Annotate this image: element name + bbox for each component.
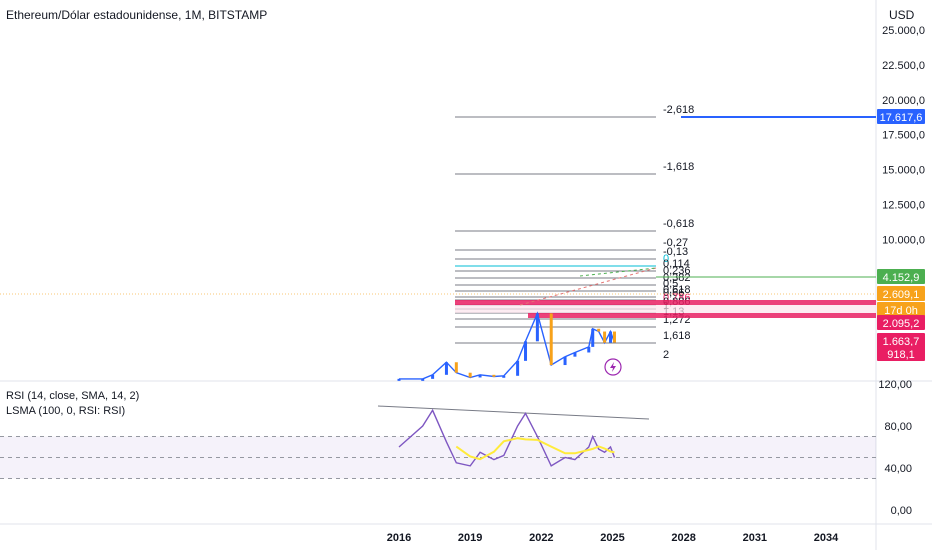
chart-title: Ethereum/Dólar estadounidense, 1M, BITST…: [6, 8, 268, 22]
fib-level-label: -1,618: [663, 161, 694, 173]
trend-line-dashed[interactable]: [519, 267, 657, 306]
price-series[interactable]: [397, 311, 616, 381]
price-tag-label: 2.609,1: [883, 289, 920, 301]
price-tag-background: [877, 269, 925, 284]
support-zone[interactable]: [528, 313, 876, 318]
price-candle[interactable]: [549, 313, 553, 366]
rsi-tick-label: 40,00: [884, 463, 912, 475]
price-candle[interactable]: [454, 362, 458, 373]
price-candle[interactable]: [431, 374, 435, 379]
price-candle[interactable]: [563, 356, 567, 366]
price-tag-label: 1.663,7: [883, 336, 920, 348]
time-tick-label: 2016: [387, 532, 411, 544]
fib-level-label: 1,618: [663, 330, 691, 342]
price-axis[interactable]: USD 25.000,0 22.500,0 20.000,0 17.500,0 15.00…: [878, 8, 925, 517]
fib-level-label: 0,236: [663, 265, 691, 277]
price-tag-label: 918,1: [887, 349, 915, 361]
rsi-indicator[interactable]: [0, 405, 876, 479]
price-candle[interactable]: [603, 331, 607, 343]
price-tag-label: 17.617,6: [880, 112, 923, 124]
fib-level-label: 0,5: [663, 278, 678, 290]
time-tick-label: 2028: [671, 532, 695, 544]
price-line[interactable]: [399, 311, 616, 380]
support-zone-fill[interactable]: [455, 305, 876, 313]
price-tag-background: [877, 346, 925, 361]
fib-level-label: 0,382: [663, 272, 691, 284]
price-candle[interactable]: [421, 378, 425, 381]
fib-level-label: 2: [663, 349, 669, 361]
price-tag-label: 4.152,9: [883, 272, 920, 284]
fib-level-label: 0,66: [663, 287, 684, 299]
price-tick-label: 25.000,0: [882, 25, 925, 37]
rsi-tick-label: 80,00: [884, 421, 912, 433]
time-tick-label: 2025: [600, 532, 624, 544]
price-tags: 17.617,6 4.152,9 2.609,1 17d 0h2.095,2 1.663…: [877, 109, 925, 361]
time-axis[interactable]: 2016 2019 2022 2025 2028 2031 2034: [387, 532, 839, 544]
price-tick-label: 12.500,0: [882, 200, 925, 212]
fib-level-label: -0,27: [663, 237, 688, 249]
price-candle[interactable]: [397, 378, 401, 381]
price-candle[interactable]: [492, 374, 496, 377]
time-tick-label: 2034: [814, 532, 839, 544]
price-tick-label: 17.500,0: [882, 130, 925, 142]
time-tick-label: 2022: [529, 532, 553, 544]
fib-level-label: 0,618: [663, 284, 691, 296]
price-candle[interactable]: [535, 313, 539, 342]
rsi-tick-label: 120,00: [878, 379, 912, 391]
price-tag-background: [877, 302, 925, 317]
price-tick-label: 20.000,0: [882, 95, 925, 107]
price-candle[interactable]: [516, 360, 520, 376]
price-candle[interactable]: [468, 372, 472, 378]
trend-line-dashed[interactable]: [579, 267, 657, 277]
fib-level-label: 0,114: [663, 258, 690, 270]
rsi-trend-line[interactable]: [377, 405, 650, 420]
rsi-legend-label[interactable]: RSI (14, close, SMA, 14, 2): [6, 390, 140, 402]
fib-level-label: 0: [663, 253, 669, 265]
price-tick-label: 10.000,0: [882, 234, 925, 246]
currency-label[interactable]: USD: [889, 8, 915, 22]
rsi-tick-label: 0,00: [891, 505, 912, 517]
fib-level-label: -0,618: [663, 218, 694, 230]
price-tag-background: [877, 315, 925, 330]
lsma-legend-label[interactable]: LSMA (100, 0, RSI: RSI): [6, 405, 126, 417]
price-candle[interactable]: [444, 362, 448, 375]
price-candle[interactable]: [524, 341, 528, 361]
price-tag-label: 2.095,2: [883, 318, 920, 330]
lsma-line[interactable]: [455, 437, 615, 461]
price-candle[interactable]: [609, 331, 613, 343]
lightning-alert-icon[interactable]: [604, 358, 622, 376]
price-candle[interactable]: [597, 328, 601, 332]
time-tick-label: 2019: [458, 532, 482, 544]
price-tag-background: [877, 286, 925, 301]
price-tag-background: [877, 109, 925, 124]
price-candle[interactable]: [502, 375, 506, 378]
price-candle[interactable]: [587, 346, 591, 353]
price-candle[interactable]: [573, 352, 577, 357]
price-tick-label: 15.000,0: [882, 165, 925, 177]
rsi-line[interactable]: [398, 408, 616, 467]
fib-level-label: -0,13: [663, 246, 688, 258]
support-zone[interactable]: [455, 300, 876, 305]
price-tag-background: [877, 333, 925, 348]
time-tick-label: 2031: [743, 532, 767, 544]
price-tick-label: 22.500,0: [882, 60, 925, 72]
fib-level-label: -2,618: [663, 104, 694, 116]
price-candle[interactable]: [612, 331, 616, 343]
price-candle[interactable]: [478, 374, 482, 378]
fib-retracement-drawing[interactable]: -2,618-1,618-0,618-0,27-0,1300,1140,2360…: [0, 104, 876, 361]
price-tag-label: 17d 0h: [884, 305, 918, 317]
price-candle[interactable]: [591, 328, 595, 347]
